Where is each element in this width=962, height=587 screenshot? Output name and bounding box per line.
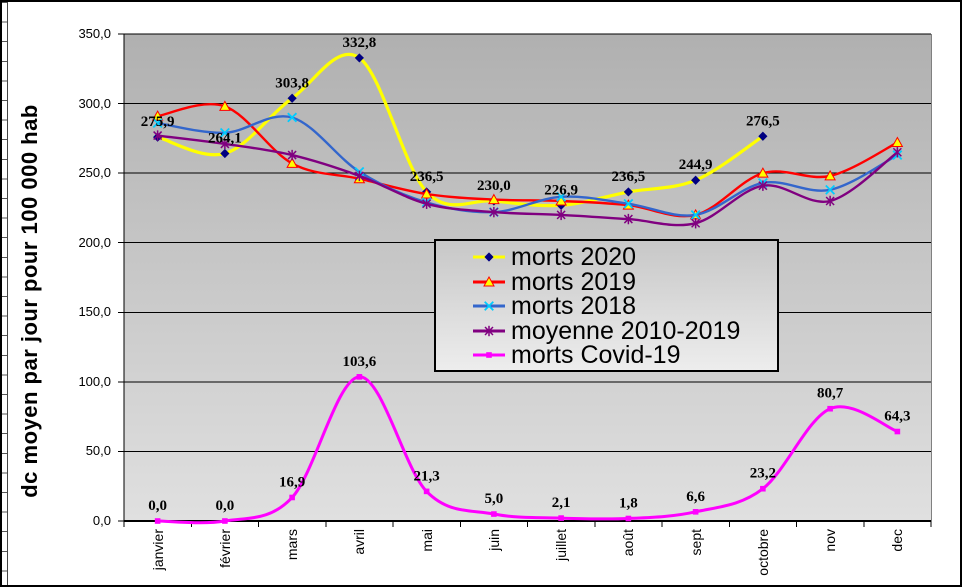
legend-item-morts-2020[interactable]: morts 2020: [472, 245, 777, 270]
data-label: 264,1: [208, 131, 242, 147]
series-morts-covid-19: [154, 374, 901, 525]
data-label: 103,6: [343, 354, 377, 370]
data-label: 0,0: [216, 498, 235, 514]
legend-label-moyenne-2010-2019: moyenne 2010-2019: [511, 316, 741, 345]
data-label: 80,7: [817, 386, 844, 402]
legend-label-morts-covid-19: morts Covid-19: [511, 341, 681, 370]
y-tick-label: 0,0: [92, 513, 111, 528]
legend-item-morts-2019[interactable]: morts 2019: [472, 267, 777, 296]
legend-line-triangle-icon: [473, 275, 505, 287]
series-moyenne-2010-2019: [153, 130, 902, 229]
legend-label-morts-2018: morts 2018: [511, 292, 637, 321]
data-label: 1,8: [619, 495, 638, 511]
data-label: 16,9: [279, 474, 305, 490]
y-tick-label: 50,0: [85, 443, 111, 458]
data-label: 226,9: [544, 182, 578, 198]
legend-label-morts-2019: morts 2019: [511, 267, 637, 296]
data-label: 236,5: [410, 169, 444, 185]
data-label: 236,5: [612, 169, 646, 185]
y-tick-label: 150,0: [78, 304, 111, 319]
axis-ticks: [118, 33, 932, 527]
gridlines: [124, 33, 931, 452]
data-label: 244,9: [679, 157, 713, 173]
chart-legend: morts 2020 morts 2019 morts 2018 moyenne…: [434, 239, 779, 372]
data-label: 64,3: [884, 409, 910, 425]
y-tick-label: 350,0: [78, 26, 111, 41]
data-label: 303,8: [275, 75, 309, 91]
data-label: 21,3: [414, 468, 440, 484]
legend-line-asterisk-icon: [473, 325, 505, 336]
y-tick-label: 250,0: [78, 165, 111, 180]
legend-item-morts-2018[interactable]: morts 2018: [472, 294, 777, 319]
legend-item-morts-covid-19[interactable]: morts Covid-19: [472, 343, 777, 368]
data-label: 2,1: [552, 495, 571, 511]
legend-item-moyenne-2010-2019[interactable]: moyenne 2010-2019: [472, 316, 777, 345]
spreadsheet-row-ticks: [2, 2, 8, 585]
legend-line-diamond-icon: [473, 252, 505, 262]
data-label: 276,5: [746, 113, 780, 129]
data-label: 275,9: [141, 114, 175, 130]
data-labels: 275,9 264,1 303,8 332,8 236,5 230,0 226,9 236,5…: [141, 35, 911, 514]
data-label: 5,0: [485, 491, 504, 507]
legend-line-x-icon: [473, 301, 505, 312]
y-tick-label: 100,0: [78, 374, 111, 389]
legend-label-morts-2020: morts 2020: [511, 243, 637, 272]
y-tick-label: 200,0: [78, 235, 111, 250]
legend-line-square-icon: [473, 352, 505, 359]
data-label: 230,0: [477, 178, 511, 194]
y-tick-label: 300,0: [78, 96, 111, 111]
data-label: 23,2: [750, 466, 776, 482]
data-label: 6,6: [686, 489, 705, 505]
data-label: 332,8: [343, 35, 377, 51]
series-morts-2020: [153, 52, 768, 210]
data-label: 0,0: [148, 498, 167, 514]
